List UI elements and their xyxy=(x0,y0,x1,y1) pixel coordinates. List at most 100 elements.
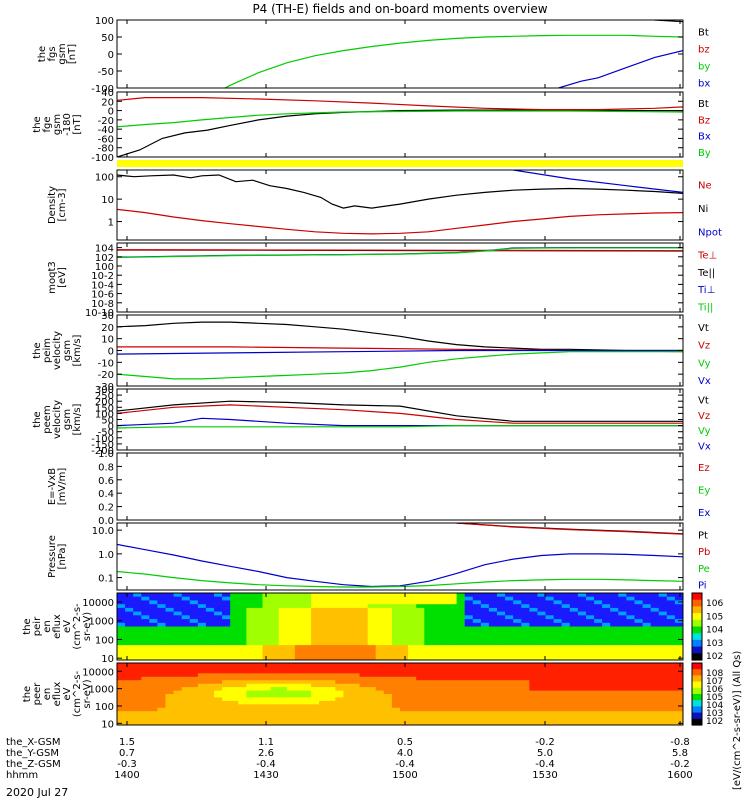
heatmap-cell xyxy=(456,663,466,667)
heatmap-cell xyxy=(513,669,522,674)
heatmap-cell xyxy=(586,600,595,605)
heatmap-cell xyxy=(149,622,158,628)
heatmap-cell xyxy=(238,593,247,598)
heatmap-cell xyxy=(513,718,522,723)
colorbar-tick-label: 108 xyxy=(706,669,723,679)
heatmap-cell xyxy=(383,680,393,685)
series-line-te xyxy=(117,249,683,252)
heatmap-cell xyxy=(529,694,539,698)
heatmap-cell xyxy=(335,694,344,698)
heatmap-cell xyxy=(359,622,369,628)
y-axis-label: fgs xyxy=(47,46,58,61)
heatmap-cell xyxy=(117,604,126,609)
heatmap-cell xyxy=(278,714,288,719)
heatmap-cell xyxy=(626,669,636,674)
heatmap-cell xyxy=(537,641,547,646)
heatmap-cell xyxy=(181,593,191,598)
heatmap-cell xyxy=(133,669,142,674)
heatmap-cell xyxy=(488,615,498,620)
heatmap-cell xyxy=(197,711,207,716)
heatmap-cell xyxy=(197,663,207,667)
heatmap-cell xyxy=(505,704,514,709)
heatmap-cell xyxy=(335,645,344,650)
heatmap-cell xyxy=(367,645,377,650)
heatmap-cell xyxy=(351,619,361,624)
heatmap-cell xyxy=(658,711,668,716)
heatmap-cell xyxy=(181,669,191,674)
heatmap-cell xyxy=(602,656,611,660)
heatmap-cell xyxy=(311,714,320,719)
heatmap-cell xyxy=(602,611,611,616)
heatmap-cell xyxy=(424,645,433,650)
heatmap-cell xyxy=(586,593,595,598)
heatmap-cell xyxy=(618,690,627,695)
heatmap-cell xyxy=(343,697,353,702)
heatmap-cell xyxy=(545,607,555,613)
heatmap-cell xyxy=(594,637,603,642)
heatmap-cell xyxy=(537,622,547,628)
heatmap-cell xyxy=(375,607,385,613)
heatmap-cell xyxy=(141,607,150,613)
heatmap-cell xyxy=(569,669,579,674)
heatmap-cell xyxy=(367,711,377,716)
heatmap-cell xyxy=(319,622,328,628)
colorbar-step xyxy=(692,593,702,596)
heatmap-cell xyxy=(327,645,336,650)
heatmap-cell xyxy=(537,615,547,620)
heatmap-cell xyxy=(125,721,134,725)
heatmap-cell xyxy=(577,683,587,688)
heatmap-cell xyxy=(149,714,158,719)
heatmap-cell xyxy=(537,663,547,667)
heatmap-cell xyxy=(222,619,231,624)
heatmap-cell xyxy=(173,683,183,688)
heatmap-cell xyxy=(278,652,288,657)
heatmap-cell xyxy=(658,707,668,712)
heatmap-cell xyxy=(634,704,644,709)
heatmap-cell xyxy=(125,600,134,605)
heatmap-cell xyxy=(553,690,563,695)
heatmap-cell xyxy=(270,641,280,646)
heatmap-cell xyxy=(270,600,280,605)
heatmap-cell xyxy=(141,687,150,692)
heatmap-cell xyxy=(456,721,466,725)
heatmap-cell xyxy=(294,593,304,598)
heatmap-cell xyxy=(577,593,587,598)
heatmap-cell xyxy=(424,656,433,660)
heatmap-cell xyxy=(222,697,231,702)
heatmap-cell xyxy=(634,600,644,605)
heatmap-cell xyxy=(497,711,506,716)
heatmap-cell xyxy=(173,704,183,709)
heatmap-cell xyxy=(610,676,619,681)
heatmap-cell xyxy=(561,637,571,642)
heatmap-cell xyxy=(391,607,401,613)
heatmap-cell xyxy=(561,633,571,639)
heatmap-cell xyxy=(246,669,256,674)
heatmap-cell xyxy=(262,622,272,628)
heatmap-cell xyxy=(343,718,353,723)
heatmap-cell xyxy=(634,663,644,667)
heatmap-cell xyxy=(303,596,312,601)
legend-label: Pt xyxy=(698,530,708,541)
heatmap-cell xyxy=(335,637,344,642)
heatmap-cell xyxy=(642,596,652,601)
heatmap-cell xyxy=(602,704,611,709)
heatmap-cell xyxy=(230,697,239,702)
heatmap-cell xyxy=(618,626,627,631)
heatmap-cell xyxy=(286,633,296,639)
heatmap-cell xyxy=(408,683,417,688)
heatmap-cell xyxy=(181,663,191,667)
heatmap-cell xyxy=(666,593,676,598)
heatmap-cell xyxy=(254,641,264,646)
heatmap-cell xyxy=(497,611,506,616)
heatmap-cell xyxy=(383,622,393,628)
heatmap-cell xyxy=(246,626,256,631)
heatmap-cell xyxy=(408,622,417,628)
heatmap-cell xyxy=(480,683,490,688)
heatmap-cell xyxy=(343,641,353,646)
heatmap-cell xyxy=(634,619,644,624)
y-axis-label: sr-eV) xyxy=(82,612,93,641)
heatmap-cell xyxy=(586,666,595,671)
heatmap-cell xyxy=(626,718,636,723)
heatmap-cell xyxy=(197,630,207,635)
heatmap-cell xyxy=(375,593,385,598)
